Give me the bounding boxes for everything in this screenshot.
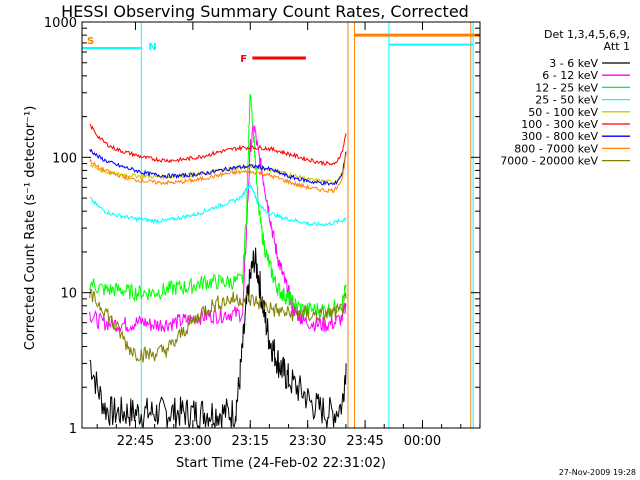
series-line-4 [89, 151, 347, 185]
series-line-5 [89, 123, 347, 167]
legend-label-7: 800 - 7000 keV [514, 142, 598, 155]
x-tick-label: 23:15 [232, 434, 269, 449]
flag-layer: S N F [82, 36, 306, 65]
x-axis-label: Start Time (24-Feb-02 22:31:02) [176, 456, 386, 471]
series-line-6 [89, 148, 347, 186]
x-tick-label: 22:45 [117, 434, 154, 449]
plot-frame [81, 21, 481, 429]
plot-area: S N F 22:45 23:00 23:15 23:30 23:45 00:00 1 10 10… [44, 16, 481, 449]
x-tick-label: 23:00 [174, 434, 211, 449]
flag-label-S: S [87, 36, 94, 47]
series-line-3 [89, 184, 347, 227]
chart-title: HESSI Observing Summary Count Rates, Cor… [61, 2, 469, 21]
y-axis-label: Corrected Count Rate (s⁻¹ detector⁻¹) [23, 106, 38, 351]
legend-label-2: 12 - 25 keV [535, 81, 598, 94]
series-line-8 [89, 288, 347, 363]
x-tick-label: 23:30 [289, 434, 326, 449]
series-line-7 [89, 154, 347, 194]
y-tick-label: 1000 [44, 16, 77, 31]
legend-label-8: 7000 - 20000 keV [500, 155, 598, 168]
legend-label-5: 100 - 300 keV [521, 118, 598, 131]
x-axis-ticks: 22:45 23:00 23:15 23:30 23:45 00:00 [96, 22, 481, 449]
y-axis-ticks: 1 10 100 1000 [44, 16, 480, 437]
series-line-2 [89, 93, 347, 318]
legend-label-6: 300 - 800 keV [521, 130, 598, 143]
legend-label-1: 6 - 12 keV [542, 69, 598, 82]
flag-label-F: F [240, 54, 247, 65]
x-tick-label: 00:00 [404, 434, 441, 449]
y-tick-label: 100 [52, 151, 77, 166]
legend-label-0: 3 - 6 keV [549, 57, 598, 70]
series-layer [81, 22, 480, 430]
legend-label-3: 25 - 50 keV [535, 94, 598, 107]
x-tick-label: 23:45 [346, 434, 383, 449]
series-line-0 [89, 247, 347, 430]
legend-header-line-2: Att 1 [604, 40, 630, 53]
legend-header-line-1: Det 1,3,4,5,6,9, [544, 28, 630, 41]
y-tick-label: 10 [60, 287, 77, 302]
y-tick-label: 1 [69, 422, 77, 437]
footer-date: 27-Nov-2009 19:28 [559, 468, 636, 477]
flag-label-N: N [148, 42, 156, 53]
legend-label-4: 50 - 100 keV [528, 106, 598, 119]
